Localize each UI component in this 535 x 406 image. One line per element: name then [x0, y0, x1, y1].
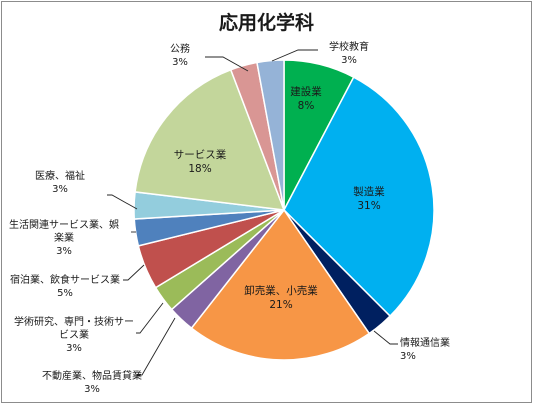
slice-name-label: ビス業: [59, 328, 89, 341]
slice-name-label: 医療、福祉: [35, 169, 85, 182]
leader-line: [373, 330, 398, 345]
slice-name-label: 生活関連サービス業、娯: [9, 218, 119, 231]
slice-value-label: 31%: [357, 200, 380, 212]
slice-value-label: 3%: [56, 246, 72, 257]
slice-value-label: 21%: [269, 299, 292, 311]
leader-line: [205, 56, 249, 72]
leader-line: [107, 194, 138, 210]
slice-name-label: 宿泊業、飲食サービス業: [10, 273, 120, 286]
pie-slice: [134, 68, 286, 211]
slice-value-label: 3%: [52, 184, 68, 195]
slice-name-label: 公務: [170, 42, 190, 55]
chart-title: 応用化学科: [218, 12, 314, 34]
slice-name-label: サービス業: [174, 148, 227, 161]
slice-value-label: 3%: [84, 384, 100, 395]
slice-value-label: 5%: [57, 288, 73, 299]
pie-slice: [190, 208, 371, 361]
slice-value-label: 3%: [400, 351, 416, 362]
slice-value-label: 3%: [172, 57, 188, 68]
leader-line: [123, 264, 145, 281]
pie-slice: [283, 76, 435, 318]
slice-name-label: 卸売業、小売業: [244, 284, 318, 297]
slice-value-label: 8%: [298, 100, 315, 112]
slice-name-label: 学校教育: [329, 40, 369, 53]
pie-slice: [256, 59, 285, 211]
slice-name-label: 楽業: [54, 231, 74, 244]
slice-name-label: 不動産業、物品賃貸業: [42, 369, 142, 382]
slice-value-label: 18%: [188, 163, 211, 175]
slice-name-label: 建設業: [290, 85, 322, 98]
slice-value-label: 3%: [341, 55, 357, 66]
slice-name-label: 製造業: [353, 185, 385, 198]
slice-name-label: 学術研究、専門・技術サー: [14, 315, 134, 328]
leader-line: [271, 49, 318, 62]
slice-name-label: 情報通信業: [400, 336, 450, 349]
leader-line: [137, 317, 176, 376]
slice-value-label: 3%: [66, 343, 82, 354]
leader-line: [136, 302, 164, 334]
